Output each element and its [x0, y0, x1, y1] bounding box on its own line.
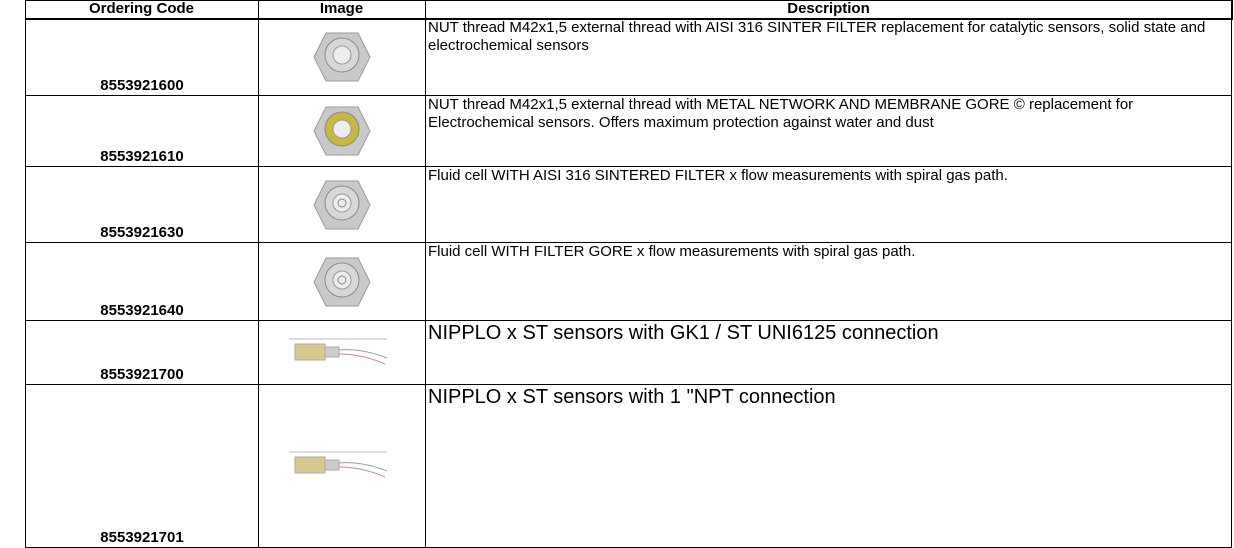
description: NUT thread M42x1,5 external thread with … [425, 19, 1232, 96]
header-cell: Description [425, 0, 1233, 20]
ordering-code: 8553921630 [25, 167, 259, 243]
header-cell: Ordering Code [25, 0, 259, 20]
product-image [312, 106, 371, 156]
product-image [288, 451, 387, 478]
ordering-code: 8553921700 [25, 321, 259, 385]
image-cell [258, 321, 426, 385]
product-image [288, 338, 387, 364]
ordering-code: 8553921610 [25, 96, 259, 167]
description: NIPPLO x ST sensors with 1 "NPT connecti… [425, 385, 1232, 548]
ordering-code: 8553921640 [25, 243, 259, 321]
image-cell [258, 167, 426, 243]
ordering-code: 8553921701 [25, 385, 259, 548]
image-cell [258, 96, 426, 167]
description: Fluid cell WITH AISI 316 SINTERED FILTER… [425, 167, 1232, 243]
description: NIPPLO x ST sensors with GK1 / ST UNI612… [425, 321, 1232, 385]
ordering-code: 8553921600 [25, 19, 259, 96]
description: NUT thread M42x1,5 external thread with … [425, 96, 1232, 167]
image-cell [258, 243, 426, 321]
product-image [312, 32, 371, 82]
image-cell [258, 19, 426, 96]
header-row [25, 0, 1232, 19]
description: Fluid cell WITH FILTER GORE x flow measu… [425, 243, 1232, 321]
image-cell [258, 385, 426, 548]
product-image [312, 257, 371, 306]
header-cell: Image [258, 0, 426, 20]
product-image [312, 180, 371, 229]
